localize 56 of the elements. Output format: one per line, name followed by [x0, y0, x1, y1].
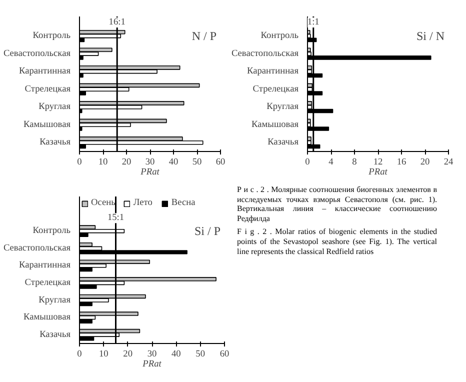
y-tick-label: Камышовая [24, 312, 72, 323]
text: Si / N [416, 29, 445, 44]
legend-label: Лето [133, 198, 154, 208]
legend-label: Весна [171, 198, 196, 208]
y-tick-label: Карантинная [18, 66, 72, 77]
x-axis-title: PRat [142, 360, 162, 370]
x-tick-label: 12 [373, 158, 383, 168]
x-axis-title: PRat [368, 168, 388, 178]
ref-line-label: 15:1 [107, 213, 124, 224]
ref-line-label: 16:1 [108, 18, 126, 28]
x-tick-label: 20 [123, 350, 133, 360]
x-tick-label: 30 [147, 350, 157, 360]
x-tick-label: 10 [98, 158, 108, 168]
y-tick-label: Стрелецкая [24, 278, 72, 288]
text: Р и с . 2 . Молярные соотношения биогенных элементов в исследуемых точках взморья Севастополя (см. рис. 1). Вертикальная линия – классические соотношению Редфилда [237, 185, 437, 224]
y-tick-label: Казачья [268, 138, 300, 148]
x-tick-label: 24 [444, 158, 454, 168]
x-tick-label: 50 [196, 350, 206, 360]
x-tick-label: 0 [305, 158, 310, 168]
x-tick-label: 20 [122, 158, 132, 168]
y-tick-label: Камышовая [24, 120, 72, 130]
x-axis-title: PRat [140, 168, 160, 178]
y-tick-label: Казачья [40, 138, 72, 148]
y-tick-label: Севастопольская [3, 243, 72, 254]
y-tick-label: Круглая [38, 102, 72, 112]
x-tick-label: 16 [396, 158, 406, 168]
y-tick-label: Казачья [40, 330, 72, 340]
y-tick-label: Камышовая [252, 120, 300, 130]
y-tick-label: Карантинная [18, 260, 72, 271]
text: N / P [192, 29, 217, 44]
legend-label: Осень [91, 198, 116, 208]
x-tick-label: 10 [99, 350, 109, 360]
y-tick-label: Севастопольская [231, 48, 300, 59]
y-tick-label: Контроль [260, 31, 298, 42]
y-tick-label: Севастопольская [3, 48, 72, 59]
y-tick-label: Стрелецкая [24, 84, 72, 94]
y-tick-label: Контроль [32, 31, 70, 42]
y-tick-label: Контроль [32, 226, 70, 236]
x-tick-label: 20 [420, 158, 430, 168]
x-tick-label: 60 [220, 350, 230, 360]
chart-title: Si / P [194, 224, 221, 238]
x-tick-label: 30 [145, 158, 155, 168]
y-tick-label: Круглая [266, 102, 300, 112]
x-tick-label: 40 [172, 350, 182, 360]
text: F i g . 2 . Molar ratios of biogenic elements in the studied points of the Sevastopol seashore (see Fig. 1). The vertical line represents the classical Redfield ratios [237, 227, 437, 256]
x-tick-label: 8 [352, 158, 358, 168]
x-tick-label: 0 [77, 350, 82, 360]
y-tick-label: Стрелецкая [252, 84, 300, 94]
x-tick-label: 50 [192, 158, 202, 168]
ref-line-label: 1:1 [307, 18, 320, 28]
x-tick-label: 4 [328, 158, 334, 168]
y-tick-label: Круглая [38, 295, 72, 306]
y-tick-label: Карантинная [246, 66, 300, 77]
x-tick-label: 60 [216, 158, 226, 168]
x-tick-label: 0 [77, 158, 82, 168]
x-tick-label: 40 [168, 158, 178, 168]
